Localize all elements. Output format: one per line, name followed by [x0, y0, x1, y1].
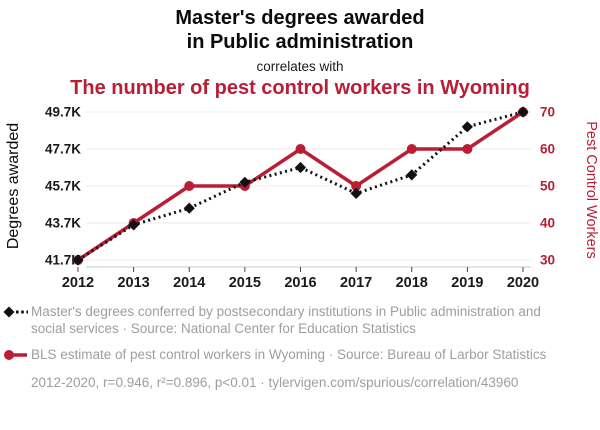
legend-text-degrees: Master's degrees conferred by postsecond…	[31, 304, 541, 337]
data-point-diamond	[183, 202, 195, 214]
right-axis-title: Pest Control Workers	[583, 121, 599, 259]
left-axis-tick-label: 41.7K	[45, 253, 81, 268]
data-point-circle	[184, 181, 195, 192]
correlates-with-label: correlates with	[256, 59, 344, 75]
x-axis-year-label: 2016	[284, 275, 316, 291]
right-axis-tick-label: 60	[540, 142, 555, 157]
left-axis-tick-label: 45.7K	[45, 179, 81, 194]
legend-item-pest-control: BLS estimate of pest control workers in …	[3, 346, 582, 363]
chart-header: Master's degrees awarded in Public admin…	[0, 0, 600, 100]
data-point-diamond	[406, 169, 418, 181]
left-axis-tick-label: 43.7K	[45, 216, 81, 231]
red-series-title: The number of pest control workers in Wy…	[70, 77, 530, 100]
left-axis-title: Degrees awarded	[5, 123, 22, 249]
x-axis-year-label: 2020	[507, 275, 539, 291]
data-point-circle	[462, 144, 473, 155]
data-point-circle	[295, 144, 306, 155]
data-point-diamond	[72, 254, 84, 266]
x-axis-year-label: 2017	[340, 275, 372, 291]
x-axis-year-label: 2018	[396, 275, 428, 291]
right-axis-tick-label: 70	[540, 105, 555, 120]
data-point-diamond	[128, 219, 140, 231]
legend-text-pest-control: BLS estimate of pest control workers in …	[31, 347, 547, 363]
data-point-circle	[406, 144, 417, 155]
left-axis-tick-label: 47.7K	[45, 142, 81, 157]
legend-item-degrees: Master's degrees conferred by postsecond…	[3, 303, 582, 337]
red-circle-solid-line-icon	[4, 350, 27, 361]
data-point-diamond	[239, 176, 251, 189]
legend: Master's degrees conferred by postsecond…	[0, 296, 600, 390]
stats-footer: 2012-2020, r=0.946, r²=0.896, p<0.01 · t…	[31, 375, 519, 391]
correlation-line-chart: 41.7K 30 43.7K 40 45.7K 50 47.7K 60 49.7K 70 2012 2…	[5, 105, 599, 292]
data-point-diamond	[461, 121, 473, 133]
right-axis-tick-label: 30	[540, 253, 555, 268]
data-point-circle	[351, 181, 362, 192]
black-diamond-dotted-line-icon	[3, 306, 28, 318]
x-axis-year-label: 2019	[451, 275, 483, 291]
x-axis-year-label: 2013	[117, 275, 149, 291]
x-axis-year-label: 2015	[229, 275, 261, 291]
series-line-diamond	[77, 110, 524, 262]
x-axis-year-label: 2014	[173, 275, 205, 291]
right-axis-tick-label: 50	[540, 179, 555, 194]
right-axis-tick-label: 40	[540, 216, 555, 231]
data-point-diamond	[294, 162, 307, 174]
left-axis-tick-label: 49.7K	[45, 105, 81, 120]
page-title: Master's degrees awarded in Public admin…	[175, 7, 425, 53]
data-point-diamond	[350, 187, 362, 200]
x-axis-year-label: 2012	[62, 275, 94, 291]
